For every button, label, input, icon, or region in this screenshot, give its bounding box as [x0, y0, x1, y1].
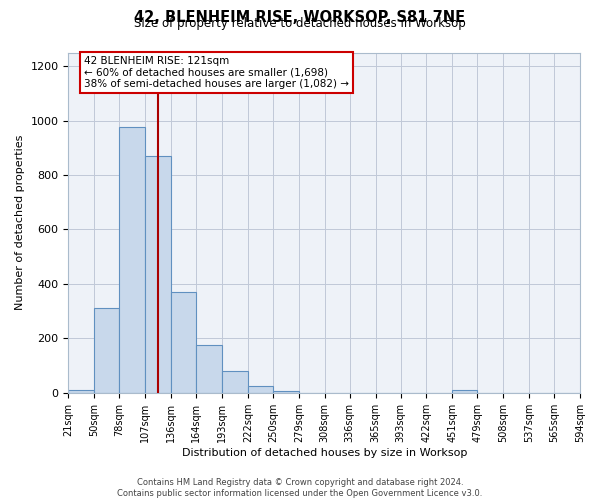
Bar: [145, 156, 171, 392]
Text: 42, BLENHEIM RISE, WORKSOP, S81 7NE: 42, BLENHEIM RISE, WORKSOP, S81 7NE: [134, 10, 466, 25]
X-axis label: Distribution of detached houses by size in Worksop: Distribution of detached houses by size …: [182, 448, 467, 458]
Bar: [452, 390, 478, 392]
Bar: [248, 386, 273, 392]
Bar: [196, 345, 222, 393]
Text: Contains HM Land Registry data © Crown copyright and database right 2024.
Contai: Contains HM Land Registry data © Crown c…: [118, 478, 482, 498]
Text: 42 BLENHEIM RISE: 121sqm
← 60% of detached houses are smaller (1,698)
38% of sem: 42 BLENHEIM RISE: 121sqm ← 60% of detach…: [84, 56, 349, 89]
Bar: [68, 390, 94, 392]
Bar: [222, 371, 248, 392]
Bar: [94, 308, 119, 392]
Bar: [171, 292, 196, 392]
Bar: [119, 128, 145, 392]
Text: Size of property relative to detached houses in Worksop: Size of property relative to detached ho…: [134, 18, 466, 30]
Y-axis label: Number of detached properties: Number of detached properties: [15, 135, 25, 310]
